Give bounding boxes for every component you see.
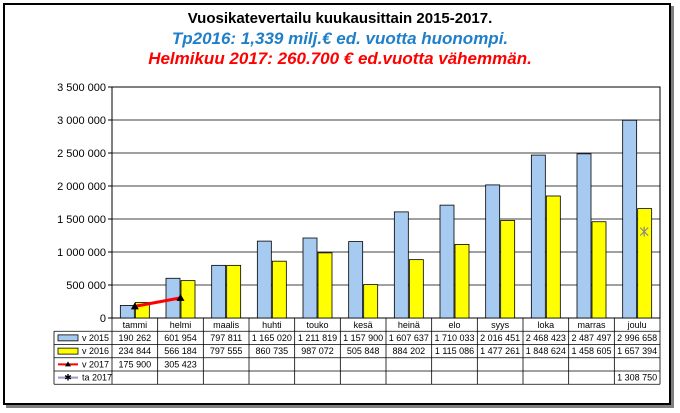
category-label-elo: elo bbox=[448, 320, 460, 330]
bar-v2015-marras bbox=[576, 153, 592, 319]
y-tick-label: 3 000 000 bbox=[57, 115, 106, 127]
bar-v2016-touko bbox=[317, 252, 333, 319]
bar-v2015-loka bbox=[530, 154, 546, 319]
table-cell: 2 487 497 bbox=[571, 333, 611, 343]
table-cell: 1 458 605 bbox=[571, 346, 611, 356]
table-cell: 987 072 bbox=[301, 346, 334, 356]
bar-v2015-elo bbox=[439, 204, 455, 319]
bar-v2016-joulu bbox=[637, 208, 653, 319]
bar-v2015-joulu bbox=[622, 119, 638, 319]
legend-key-v2015 bbox=[57, 334, 79, 342]
table-cell: 797 811 bbox=[210, 333, 242, 343]
table-cell: 305 423 bbox=[164, 359, 197, 369]
legend-label-v2015: v 2015 bbox=[82, 333, 109, 343]
y-tick-label: 2 500 000 bbox=[57, 148, 106, 160]
legend-label-v2017: v 2017 bbox=[82, 359, 109, 369]
category-label-huhti: huhti bbox=[262, 320, 282, 330]
bar-v2015-maalis bbox=[211, 264, 227, 319]
table-cell: 1 848 624 bbox=[526, 346, 566, 356]
category-label-touko: touko bbox=[306, 320, 328, 330]
table-cell: 175 900 bbox=[119, 359, 152, 369]
table-cell: 1 115 086 bbox=[435, 346, 474, 356]
chart-subtitle-helmikuu: Helmikuu 2017: 260.700 € ed.vuotta vähem… bbox=[148, 49, 532, 68]
category-label-heinä: heinä bbox=[398, 320, 420, 330]
table-cell: 1 477 261 bbox=[480, 346, 520, 356]
table-cell: 190 262 bbox=[119, 333, 152, 343]
table-cell: 884 202 bbox=[393, 346, 426, 356]
table-cell: 1 607 637 bbox=[389, 333, 429, 343]
table-cell: 1 710 033 bbox=[434, 333, 474, 343]
legend-key-v2016 bbox=[57, 347, 79, 355]
bar-v2016-heinä bbox=[408, 259, 424, 319]
y-tick-label: 1 000 000 bbox=[57, 247, 106, 259]
point-v2017 bbox=[130, 302, 139, 310]
table-cell: 505 848 bbox=[347, 346, 380, 356]
plot-area bbox=[111, 86, 661, 319]
chart-title: Vuosikatevertailu kuukausittain 2015-201… bbox=[187, 10, 493, 27]
table-cell: 566 184 bbox=[164, 346, 197, 356]
table-cell: 601 954 bbox=[164, 333, 197, 343]
bar-v2015-huhti bbox=[256, 240, 272, 319]
category-label-marras: marras bbox=[577, 320, 606, 330]
table-cell: 1 657 394 bbox=[617, 346, 657, 356]
bar-v2016-loka bbox=[545, 195, 561, 319]
table-cell: 2 468 423 bbox=[526, 333, 566, 343]
legend-key-ta2017-marker: ✱ bbox=[64, 373, 72, 383]
category-label-loka: loka bbox=[538, 320, 555, 330]
table-cell: 234 844 bbox=[119, 346, 152, 356]
category-label-tammi: tammi bbox=[123, 320, 148, 330]
bar-v2016-syys bbox=[500, 220, 516, 319]
table-cell: 1 308 750 bbox=[617, 373, 657, 383]
table-cell: 2 016 451 bbox=[480, 333, 520, 343]
category-label-maalis: maalis bbox=[213, 320, 240, 330]
point-v2017 bbox=[176, 293, 185, 301]
bar-v2016-huhti bbox=[271, 260, 287, 319]
bar-v2015-kesä bbox=[348, 241, 364, 319]
category-label-syys: syys bbox=[491, 320, 510, 330]
marker-ta2017 bbox=[639, 226, 649, 237]
legend-key-v2017-marker bbox=[65, 361, 71, 367]
table-cell: 860 735 bbox=[256, 346, 289, 356]
bar-v2016-maalis bbox=[226, 264, 242, 319]
table-cell: 1 211 819 bbox=[298, 333, 337, 343]
y-tick-label: 2 000 000 bbox=[57, 181, 106, 193]
bar-v2016-elo bbox=[454, 244, 470, 319]
y-tick-label: 500 000 bbox=[66, 280, 106, 292]
bar-v2015-heinä bbox=[393, 211, 409, 319]
bar-v2015-tammi bbox=[119, 305, 135, 319]
line-v2017 bbox=[134, 296, 181, 308]
chart-subtitle-tp2016: Tp2016: 1,339 milj.€ ed. vuotta huonompi… bbox=[171, 29, 509, 48]
category-label-joulu: joulu bbox=[627, 320, 647, 330]
y-tick-label: 0 bbox=[100, 313, 106, 325]
bar-v2016-marras bbox=[591, 221, 607, 319]
legend-label-ta2017: ta 2017 bbox=[82, 373, 112, 383]
bar-v2016-kesä bbox=[363, 284, 379, 319]
table-cell: 1 157 900 bbox=[343, 333, 383, 343]
y-tick-label: 1 500 000 bbox=[57, 214, 106, 226]
y-tick-label: 3 500 000 bbox=[57, 82, 106, 94]
legend-label-v2016: v 2016 bbox=[82, 346, 109, 356]
table-cell: 797 555 bbox=[210, 346, 243, 356]
category-label-helmi: helmi bbox=[170, 320, 192, 330]
table-cell: 1 165 020 bbox=[252, 333, 292, 343]
bar-v2015-syys bbox=[485, 184, 501, 319]
category-label-kesä: kesä bbox=[354, 320, 373, 330]
bar-v2015-touko bbox=[302, 237, 318, 319]
table-cell: 2 996 658 bbox=[617, 333, 657, 343]
